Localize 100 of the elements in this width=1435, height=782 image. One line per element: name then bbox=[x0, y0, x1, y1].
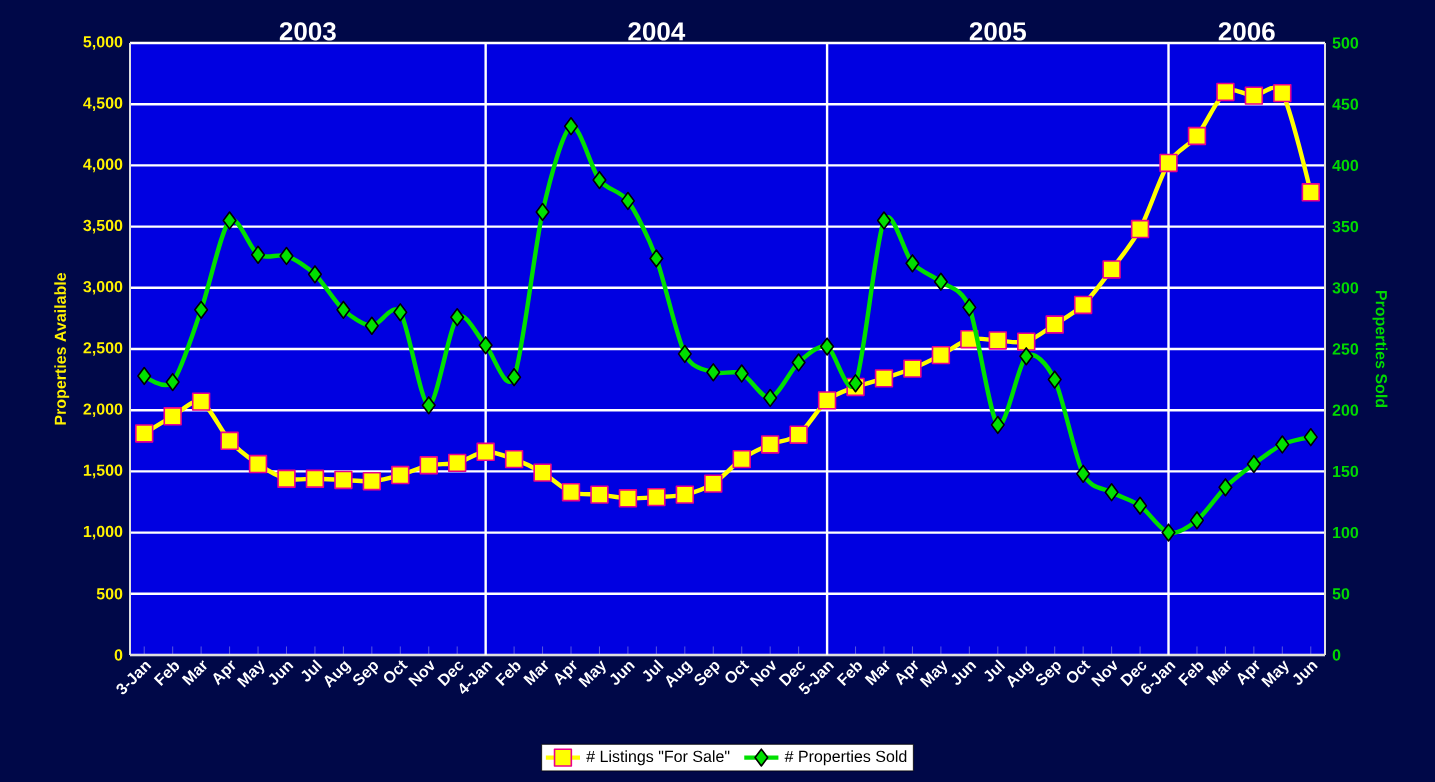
point bbox=[903, 359, 922, 378]
y2-tick-label: 300 bbox=[1332, 282, 1359, 294]
point bbox=[135, 424, 154, 443]
x-tick-label: Jun bbox=[951, 661, 977, 685]
x-tick-label: Apr bbox=[896, 660, 919, 686]
point bbox=[137, 366, 152, 386]
point bbox=[220, 431, 239, 450]
x-tick-label: Jul bbox=[984, 659, 1006, 682]
y2-tick-label: 500 bbox=[1332, 37, 1359, 49]
point bbox=[165, 372, 180, 392]
point bbox=[450, 307, 465, 327]
y-tick-label: 3,500 bbox=[83, 219, 123, 234]
point bbox=[649, 249, 664, 268]
y2-tick-label: 0 bbox=[1332, 649, 1341, 661]
point bbox=[933, 272, 948, 291]
point bbox=[647, 487, 666, 507]
x-tick-label: Apr bbox=[1237, 660, 1260, 686]
point bbox=[675, 485, 695, 504]
point bbox=[305, 469, 325, 488]
y-tick-label: 4,500 bbox=[83, 97, 123, 112]
point bbox=[421, 396, 436, 415]
point bbox=[448, 453, 467, 473]
point bbox=[620, 191, 636, 211]
x-tick-label: Mar bbox=[1206, 660, 1232, 686]
point bbox=[732, 449, 751, 469]
point bbox=[819, 337, 835, 356]
point bbox=[1244, 86, 1264, 105]
point bbox=[1132, 496, 1148, 515]
y2-tick-label: 100 bbox=[1333, 526, 1359, 539]
x-tick-label: Sep bbox=[353, 662, 379, 686]
y-tick-label: 3,000 bbox=[83, 280, 123, 295]
x-tick-label: Sep bbox=[694, 662, 720, 686]
point bbox=[191, 392, 211, 411]
point bbox=[478, 336, 493, 355]
point bbox=[1047, 370, 1062, 389]
x-tick-label: Mar bbox=[864, 660, 890, 686]
point bbox=[817, 391, 837, 410]
point bbox=[1076, 464, 1091, 484]
point bbox=[163, 407, 182, 426]
point bbox=[1045, 315, 1064, 334]
point bbox=[734, 364, 749, 383]
point bbox=[533, 463, 552, 482]
point bbox=[222, 211, 237, 230]
point bbox=[250, 245, 266, 264]
point bbox=[791, 353, 806, 372]
point bbox=[1073, 295, 1093, 315]
point bbox=[1159, 153, 1178, 173]
point bbox=[419, 456, 438, 475]
x-tick-label: Jun bbox=[268, 661, 294, 685]
point bbox=[1017, 332, 1036, 351]
point bbox=[990, 415, 1005, 435]
text: 2006 bbox=[1218, 22, 1275, 41]
x-tick-label: Apr bbox=[213, 660, 236, 686]
y-tick-label: 1,000 bbox=[83, 525, 123, 540]
point bbox=[307, 265, 323, 284]
text: 2004 bbox=[628, 22, 686, 41]
point bbox=[706, 363, 721, 382]
x-tick-label: Jun bbox=[1293, 661, 1318, 685]
text: 2005 bbox=[969, 22, 1026, 41]
point bbox=[874, 369, 894, 388]
point bbox=[789, 425, 808, 444]
text: 2003 bbox=[279, 22, 336, 41]
point bbox=[1246, 454, 1261, 474]
x-tick-label: Oct bbox=[1066, 660, 1091, 683]
point bbox=[1216, 82, 1235, 102]
point bbox=[1161, 523, 1176, 542]
y2-tick-label: 400 bbox=[1332, 159, 1359, 172]
x-tick-label: Feb bbox=[1178, 662, 1204, 686]
point bbox=[760, 435, 780, 454]
x-tick-label: Feb bbox=[836, 662, 863, 686]
point bbox=[194, 300, 209, 320]
point bbox=[1019, 347, 1034, 366]
point bbox=[590, 485, 609, 504]
point bbox=[561, 483, 581, 502]
y2-tick-label: 50 bbox=[1332, 588, 1350, 600]
y-tick-label: 4,000 bbox=[83, 158, 123, 173]
point bbox=[334, 470, 353, 490]
point bbox=[592, 170, 607, 190]
x-tick-label: Mar bbox=[181, 660, 207, 686]
point bbox=[1303, 427, 1318, 447]
x-tick-label: Nov bbox=[408, 660, 435, 687]
x-tick-label: Feb bbox=[153, 662, 180, 686]
point bbox=[677, 344, 692, 364]
y2-tick-label: 450 bbox=[1332, 98, 1359, 110]
point bbox=[1301, 183, 1320, 202]
point bbox=[763, 388, 778, 408]
x-tick-label: Feb bbox=[495, 662, 521, 686]
point bbox=[1189, 511, 1205, 530]
legend-label: # Properties Sold bbox=[784, 750, 907, 766]
point bbox=[393, 303, 408, 322]
point bbox=[279, 246, 294, 266]
point bbox=[618, 489, 638, 508]
point bbox=[248, 454, 268, 474]
y-tick-label: 0 bbox=[114, 649, 123, 661]
point bbox=[391, 465, 410, 485]
point bbox=[1102, 260, 1121, 279]
point bbox=[1218, 478, 1233, 497]
x-tick-label: Mar bbox=[523, 660, 549, 686]
x-tick-label: Jun bbox=[610, 661, 635, 685]
x-tick-label: Sep bbox=[1035, 662, 1061, 686]
